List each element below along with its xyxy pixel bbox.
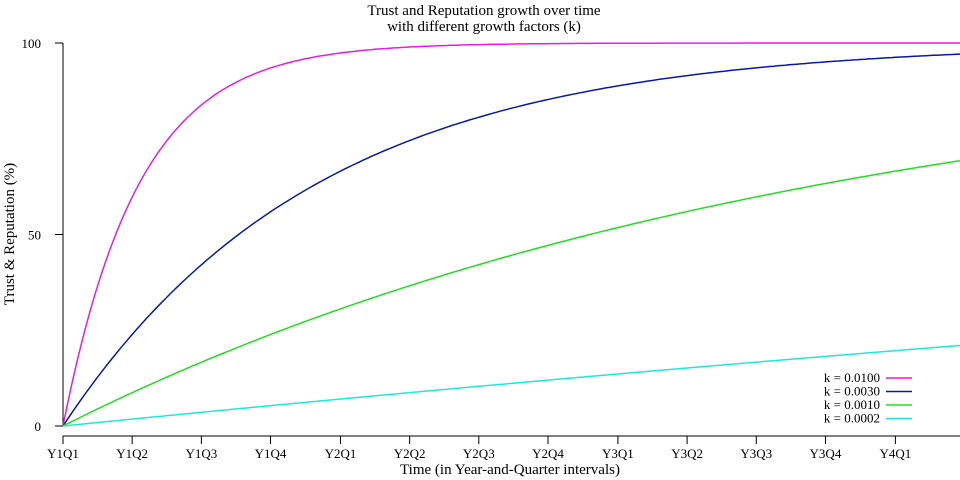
x-tick-label: Y3Q4 (810, 446, 842, 461)
series-lines (62, 42, 960, 427)
x-tick-label: Y1Q3 (185, 446, 217, 461)
y-axis-label: Trust & Reputation (%) (2, 163, 18, 305)
legend-label-2: k = 0.0010 (824, 397, 880, 412)
x-tick-label: Y2Q1 (325, 446, 357, 461)
x-ticks: Y1Q1 Y1Q2 Y1Q3 Y1Q4 Y2Q1 Y2Q2 Y2Q3 Y2Q4 Y3Q1 Y3Q2… (47, 436, 911, 461)
y-ticks: 0 50 100 (22, 36, 63, 434)
chart-title-line-2: with different growth factors (k) (387, 19, 581, 35)
series-line-3 (62, 344, 960, 427)
legend-label-3: k = 0.0002 (824, 411, 880, 426)
legend-label-0: k = 0.0100 (824, 370, 880, 385)
y-tick-label: 0 (35, 419, 42, 434)
x-tick-label: Y1Q2 (116, 446, 148, 461)
y-tick-label: 100 (22, 36, 42, 51)
series-line-1 (62, 53, 960, 427)
x-tick-label: Y2Q4 (532, 446, 564, 461)
x-tick-label: Y4Q1 (879, 446, 911, 461)
x-axis-label: Time (in Year-and-Quarter intervals) (400, 462, 620, 478)
x-tick-label: Y3Q3 (740, 446, 772, 461)
chart-title-line-1: Trust and Reputation growth over time (367, 3, 601, 19)
x-tick-label: Y2Q2 (394, 446, 426, 461)
series-line-2 (62, 159, 960, 427)
x-tick-label: Y1Q1 (47, 446, 79, 461)
x-tick-label: Y2Q3 (463, 446, 495, 461)
x-tick-label: Y3Q1 (602, 446, 634, 461)
legend-label-1: k = 0.0030 (824, 384, 880, 399)
series-line-0 (62, 42, 960, 427)
y-tick-label: 50 (28, 228, 41, 243)
x-tick-label: Y3Q2 (671, 446, 703, 461)
x-tick-label: Y1Q4 (255, 446, 287, 461)
